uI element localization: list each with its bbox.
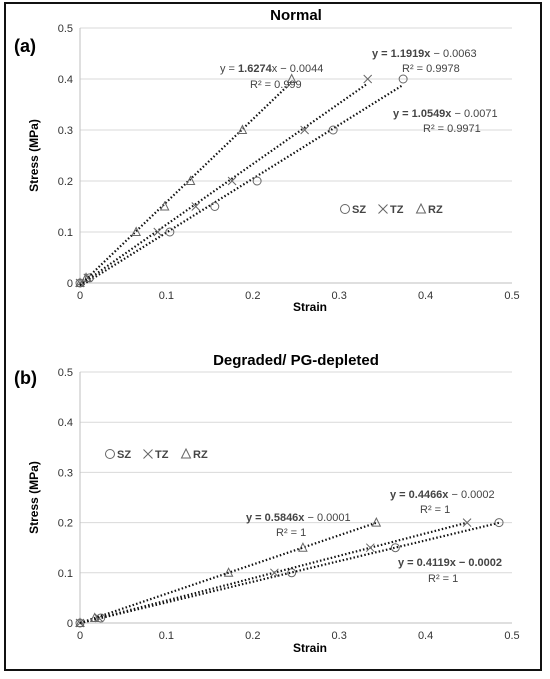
panel-b-x-tick-label: 0 bbox=[77, 630, 83, 642]
panel-b-y-tick-label: 0.3 bbox=[58, 467, 73, 479]
panel-a-trendline-rz bbox=[79, 81, 293, 286]
panel-b-equation-rz: y = 0.5846x − 0.0001 bbox=[246, 512, 351, 524]
panel-b-y-tick-label: 0.4 bbox=[58, 417, 73, 429]
panel-b-point-sz bbox=[390, 543, 400, 553]
panel-b-trendline-tz bbox=[79, 521, 468, 625]
panel-b-y-axis-label: Stress (MPa) bbox=[27, 461, 41, 534]
panel-b-legend-marker-rz bbox=[180, 447, 192, 459]
panel-b-r2-sz: R² = 1 bbox=[428, 573, 458, 585]
panel-a-equation-rz: y = 1.6274x − 0.0044 bbox=[220, 63, 323, 75]
panel-b-title: Degraded/ PG-depleted bbox=[213, 352, 379, 369]
panel-a-legend-label-tz: TZ bbox=[390, 204, 404, 216]
panel-b-point-rz bbox=[223, 567, 234, 577]
panel-a-trendline-sz bbox=[79, 83, 404, 288]
panel-a-legend-label-rz: RZ bbox=[428, 204, 443, 216]
panel-b-equation-tz: y = 0.4466x − 0.0002 bbox=[390, 489, 495, 501]
panel-a-x-tick-label: 0.2 bbox=[245, 290, 260, 302]
panel-a-equation-sz: y = 1.0549x − 0.0071 bbox=[393, 108, 498, 120]
panel-a-point-rz bbox=[237, 124, 248, 134]
panel-a-y-tick-label: 0.4 bbox=[58, 74, 73, 86]
panel-a-r2-rz: R² = 0.999 bbox=[250, 79, 302, 91]
panel-a-x-tick-label: 0.1 bbox=[159, 290, 174, 302]
panel-a-point-tz bbox=[363, 74, 373, 84]
panel-b-x-tick-label: 0.1 bbox=[159, 630, 174, 642]
panel-a-x-tick-label: 0.5 bbox=[504, 290, 519, 302]
panel-b-point-rz bbox=[75, 617, 85, 627]
panel-a-point-tz bbox=[153, 227, 163, 237]
panel-a-legend-marker-tz bbox=[378, 204, 388, 214]
panel-b-legend-label-tz: TZ bbox=[155, 449, 169, 461]
panel-a-point-rz bbox=[159, 200, 170, 211]
panel-b-x-tick-label: 0.4 bbox=[418, 630, 433, 642]
panel-b-r2-tz: R² = 1 bbox=[420, 504, 450, 516]
panel-b-point-rz bbox=[371, 516, 382, 527]
figure-frame bbox=[4, 2, 542, 671]
panel-a-y-tick-label: 0.5 bbox=[58, 23, 73, 35]
panel-a-point-sz bbox=[165, 227, 175, 237]
panel-b-legend-marker-sz bbox=[105, 449, 115, 459]
panel-b-equation-sz: y = 0.4119x − 0.0002 bbox=[398, 557, 502, 569]
panel-a-point-sz bbox=[252, 176, 262, 186]
panel-b-trendline-rz bbox=[79, 521, 377, 625]
panel-a-point-tz bbox=[227, 176, 237, 186]
panel-a-r2-tz: R² = 0.9978 bbox=[402, 63, 460, 75]
panel-a-legend-label-sz: SZ bbox=[352, 204, 366, 216]
panel-a-point-rz bbox=[185, 175, 196, 185]
panel-a-x-tick-label: 0.4 bbox=[418, 290, 433, 302]
panel-a-point-sz bbox=[398, 74, 408, 84]
panel-a-y-tick-label: 0.3 bbox=[58, 125, 73, 137]
panel-b-y-tick-label: 0.5 bbox=[58, 367, 73, 379]
panel-a-x-tick-label: 0.3 bbox=[332, 290, 347, 302]
panel-b-legend-label-sz: SZ bbox=[117, 449, 131, 461]
panel-a-trendline-tz bbox=[79, 82, 369, 287]
panel-b-point-tz bbox=[270, 568, 279, 578]
panel-a-label: (a) bbox=[14, 36, 36, 56]
panel-b-trendline-sz bbox=[79, 521, 500, 625]
panel-a-legend-marker-sz bbox=[340, 204, 350, 214]
panel-b-point-sz bbox=[494, 518, 504, 528]
panel-a-equation-tz: y = 1.1919x − 0.0063 bbox=[372, 48, 477, 60]
panel-b-label: (b) bbox=[14, 368, 37, 388]
panel-a-y-tick-label: 0.2 bbox=[58, 176, 73, 188]
panel-b-x-tick-label: 0.3 bbox=[332, 630, 347, 642]
panel-b-y-tick-label: 0.2 bbox=[58, 518, 73, 530]
panel-a-title: Normal bbox=[270, 7, 322, 24]
panel-a-point-rz bbox=[81, 272, 91, 282]
panel-a-point-tz bbox=[191, 202, 201, 211]
panel-b-y-tick-label: 0.1 bbox=[58, 568, 73, 580]
panel-a-point-sz bbox=[210, 202, 220, 211]
panel-a-x-axis-label: Strain bbox=[293, 300, 327, 314]
panel-b-legend-marker-tz bbox=[143, 449, 153, 459]
panel-a-point-rz bbox=[286, 73, 297, 83]
panel-b-point-tz bbox=[365, 543, 375, 553]
panel-a-y-tick-label: 0 bbox=[67, 278, 73, 290]
panel-a-point-rz bbox=[131, 226, 141, 236]
panel-b-x-tick-label: 0.5 bbox=[504, 630, 519, 642]
panel-b-r2-rz: R² = 1 bbox=[276, 527, 306, 539]
panel-a-y-tick-label: 0.1 bbox=[58, 227, 73, 239]
panel-a-y-axis-label: Stress (MPa) bbox=[27, 119, 41, 192]
panel-a-x-tick-label: 0 bbox=[77, 290, 83, 302]
panel-a-point-sz bbox=[328, 125, 338, 135]
panel-a-point-tz bbox=[300, 125, 309, 135]
panel-b-point-rz bbox=[298, 542, 308, 552]
panel-b-point-tz bbox=[462, 518, 472, 527]
panel-a-point-rz bbox=[75, 277, 85, 287]
panel-b-x-axis-label: Strain bbox=[293, 641, 327, 655]
panel-b-point-rz bbox=[89, 612, 100, 622]
panel-b-x-tick-label: 0.2 bbox=[245, 630, 260, 642]
panel-b-legend-label-rz: RZ bbox=[193, 449, 208, 461]
panel-a-r2-sz: R² = 0.9971 bbox=[423, 123, 481, 135]
panel-a-legend-marker-rz bbox=[415, 202, 427, 214]
panel-b-y-tick-label: 0 bbox=[67, 618, 73, 630]
